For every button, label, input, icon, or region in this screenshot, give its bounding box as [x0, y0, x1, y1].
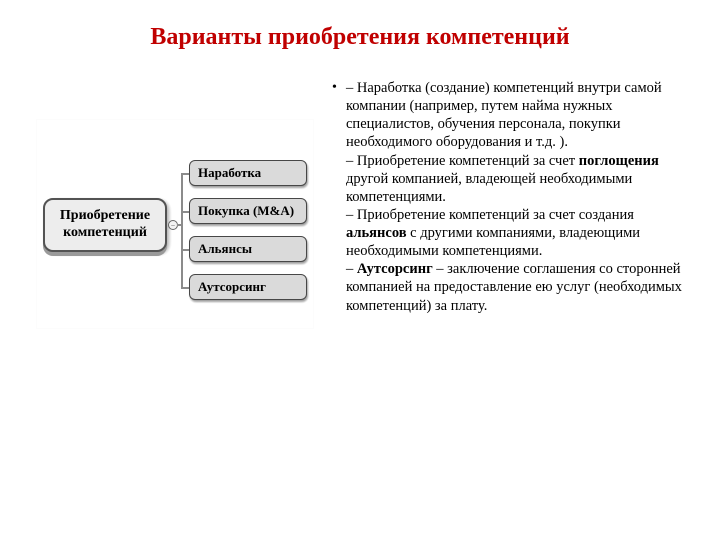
diagram-child-node: Покупка (M&A) [189, 198, 307, 224]
body-paragraph: – Наработка (создание) компетенций внутр… [346, 79, 684, 152]
diagram-root-node: Приобретение компетенций [43, 198, 167, 252]
diagram-child-node: Наработка [189, 160, 307, 186]
diagram-column: Приобретение компетенций – НаработкаПоку… [36, 79, 314, 329]
body-text: – Наработка (создание) компетенций внутр… [346, 79, 684, 329]
page-title: Варианты приобретения компетенций [36, 24, 684, 51]
body-paragraph: – Приобретение компетенций за счет погло… [346, 152, 684, 206]
text-column: • – Наработка (создание) компетенций вну… [332, 79, 684, 329]
body-paragraph: – Приобретение компетенций за счет созда… [346, 206, 684, 260]
competence-diagram: Приобретение компетенций – НаработкаПоку… [36, 119, 314, 329]
bullet-marker: • [332, 79, 346, 329]
content-row: Приобретение компетенций – НаработкаПоку… [36, 79, 684, 329]
diagram-child-node: Альянсы [189, 236, 307, 262]
diagram-child-node: Аутсорсинг [189, 274, 307, 300]
body-paragraph: – Аутсорсинг – заключение соглашения со … [346, 260, 684, 314]
